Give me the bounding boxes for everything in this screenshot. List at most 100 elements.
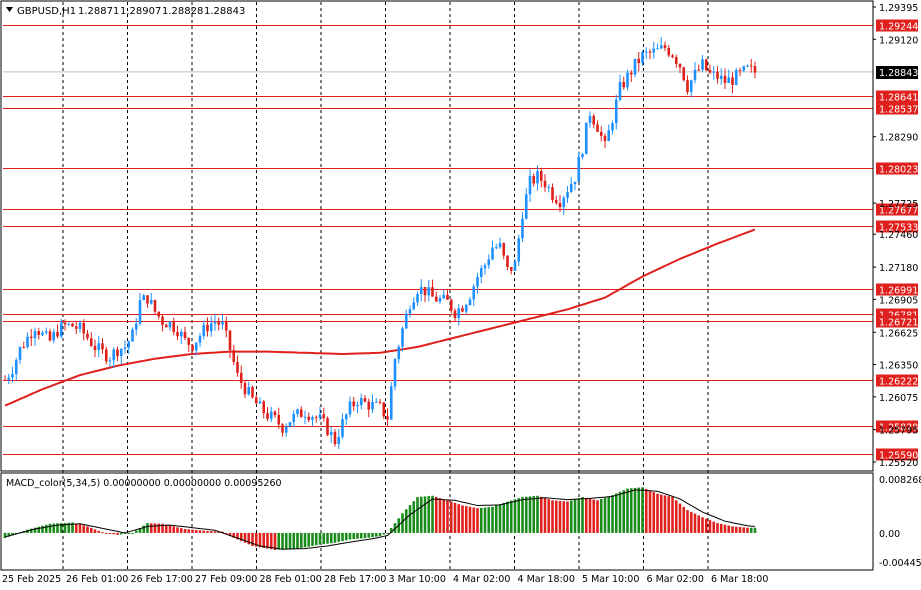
- candle: [254, 394, 258, 404]
- candle: [239, 365, 243, 389]
- macd-bar: [29, 528, 33, 533]
- candle: [284, 423, 288, 437]
- candle: [663, 41, 667, 52]
- macd-bar: [251, 532, 254, 546]
- candle: [719, 68, 723, 85]
- macd-bar: [648, 490, 652, 533]
- macd-bar: [149, 523, 153, 533]
- level-label: 1.26721: [879, 318, 918, 329]
- macd-bar: [247, 532, 251, 545]
- candle: [157, 311, 161, 320]
- candle: [753, 61, 757, 79]
- candle: [652, 41, 656, 59]
- macd-bar: [738, 527, 742, 533]
- chevron-down-icon[interactable]: [6, 7, 13, 12]
- candle: [734, 67, 738, 86]
- macd-bar: [191, 529, 194, 533]
- macd-bar: [277, 532, 281, 550]
- candle: [194, 342, 198, 356]
- macd-bar: [457, 504, 461, 533]
- candle: [202, 320, 206, 340]
- macd-panel-frame: [0, 472, 874, 571]
- candle: [569, 177, 573, 193]
- macd-bar: [311, 532, 314, 546]
- candle: [532, 173, 536, 187]
- candle: [607, 124, 611, 142]
- macd-bar: [108, 532, 112, 534]
- price-tick-label: 1.26075: [879, 393, 918, 404]
- macd-bar: [333, 532, 337, 543]
- macd-tick-label: 0.0082682: [879, 475, 921, 486]
- candle: [472, 283, 476, 307]
- candle: [74, 320, 78, 335]
- macd-bar: [689, 511, 693, 533]
- candle: [427, 280, 431, 302]
- price-tick-label: 1.25520: [879, 458, 918, 469]
- macd-tick-label: 0.00: [879, 529, 900, 540]
- candle: [397, 344, 401, 364]
- macd-bar: [269, 532, 273, 550]
- macd-bar: [299, 532, 303, 548]
- macd-bar: [213, 531, 217, 533]
- time-tick-label: 28 Feb 01:00: [260, 574, 322, 585]
- macd-bar: [146, 523, 149, 533]
- macd-bar: [123, 532, 127, 534]
- candle: [476, 272, 479, 294]
- candle: [228, 330, 232, 359]
- level-label: 1.28537: [879, 105, 918, 116]
- macd-bar: [337, 532, 341, 542]
- candle: [611, 120, 614, 135]
- macd-bar: [266, 532, 269, 549]
- macd-bar: [633, 487, 637, 533]
- macd-bar: [71, 522, 74, 533]
- macd-bar: [209, 531, 213, 533]
- candle: [704, 58, 708, 72]
- macd-bar: [569, 500, 573, 533]
- macd-bar: [97, 530, 101, 533]
- macd-bar: [236, 532, 239, 540]
- macd-bar: [464, 506, 468, 533]
- macd-bar: [408, 505, 412, 533]
- macd-bar: [502, 502, 506, 533]
- candle: [224, 316, 228, 338]
- macd-bar: [596, 500, 599, 533]
- macd-bar: [671, 497, 674, 533]
- time-tick-label: 5 Mar 10:00: [582, 574, 639, 585]
- close-value: 1.28843: [204, 6, 245, 17]
- candle: [461, 305, 464, 313]
- time-tick-label: 26 Feb 17:00: [131, 574, 193, 585]
- candle: [389, 381, 393, 420]
- macd-bar: [708, 520, 712, 533]
- macd-bar: [603, 497, 607, 533]
- macd-bar: [592, 499, 596, 533]
- candle: [686, 75, 689, 95]
- candle: [82, 319, 86, 341]
- candle: [243, 379, 247, 399]
- candle: [89, 332, 93, 348]
- horizontal-levels[interactable]: [3, 25, 873, 455]
- macd-bar: [712, 521, 716, 533]
- candle: [708, 64, 712, 75]
- candle: [187, 337, 191, 353]
- current-price-label: 1.28843: [879, 68, 918, 79]
- candle: [614, 94, 618, 130]
- candle: [746, 64, 749, 68]
- candle: [494, 243, 498, 250]
- macd-bar: [352, 532, 356, 540]
- candle: [232, 344, 236, 366]
- level-label: 1.26222: [879, 377, 918, 388]
- candle: [554, 195, 558, 205]
- macd-bar: [187, 529, 191, 533]
- macd-bar: [326, 532, 329, 544]
- macd-bar: [719, 523, 723, 533]
- macd-bar: [142, 525, 146, 533]
- macd-signal-line: [4, 489, 756, 550]
- candle: [371, 394, 374, 414]
- macd-bar: [224, 532, 228, 534]
- macd-bar: [371, 532, 374, 538]
- candle: [48, 328, 52, 342]
- candle: [292, 410, 296, 427]
- macd-bar: [506, 501, 509, 533]
- vertical-grid: [62, 2, 709, 569]
